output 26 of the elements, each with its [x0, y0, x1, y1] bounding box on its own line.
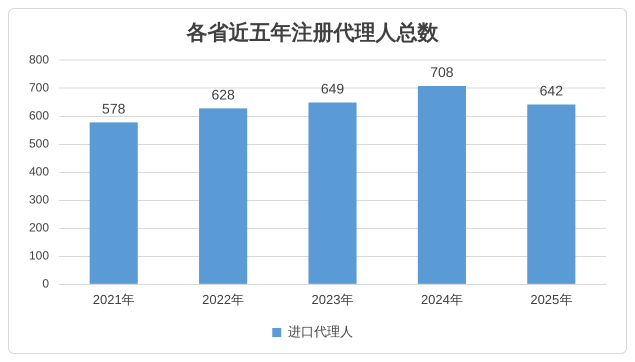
y-tick-label: 0 [42, 276, 50, 291]
x-tick-label: 2021年 [92, 292, 135, 307]
y-tick-label: 500 [28, 136, 50, 151]
chart-title: 各省近五年注册代理人总数 [186, 20, 440, 44]
y-tick-label: 100 [28, 248, 50, 263]
data-label: 649 [320, 80, 344, 96]
x-tick-label: 2022年 [202, 292, 244, 307]
bar [199, 108, 248, 284]
x-tick-label: 2025年 [530, 292, 572, 307]
bar [527, 104, 576, 284]
legend-label: 进口代理人 [288, 324, 353, 340]
y-tick-label: 200 [28, 220, 50, 235]
bar [308, 102, 357, 284]
bar [418, 86, 466, 284]
x-tick-label: 2023年 [312, 292, 354, 307]
y-tick-label: 400 [28, 164, 50, 179]
data-label: 628 [211, 86, 236, 102]
y-tick-label: 600 [28, 108, 50, 123]
y-tick-label: 300 [28, 192, 50, 207]
bar [90, 122, 138, 284]
data-label: 642 [540, 82, 564, 98]
y-tick-label: 700 [28, 80, 50, 95]
y-tick-label: 800 [28, 52, 50, 67]
data-label: 578 [102, 100, 126, 116]
data-label: 708 [430, 64, 454, 80]
x-tick-label: 2024年 [420, 292, 463, 307]
